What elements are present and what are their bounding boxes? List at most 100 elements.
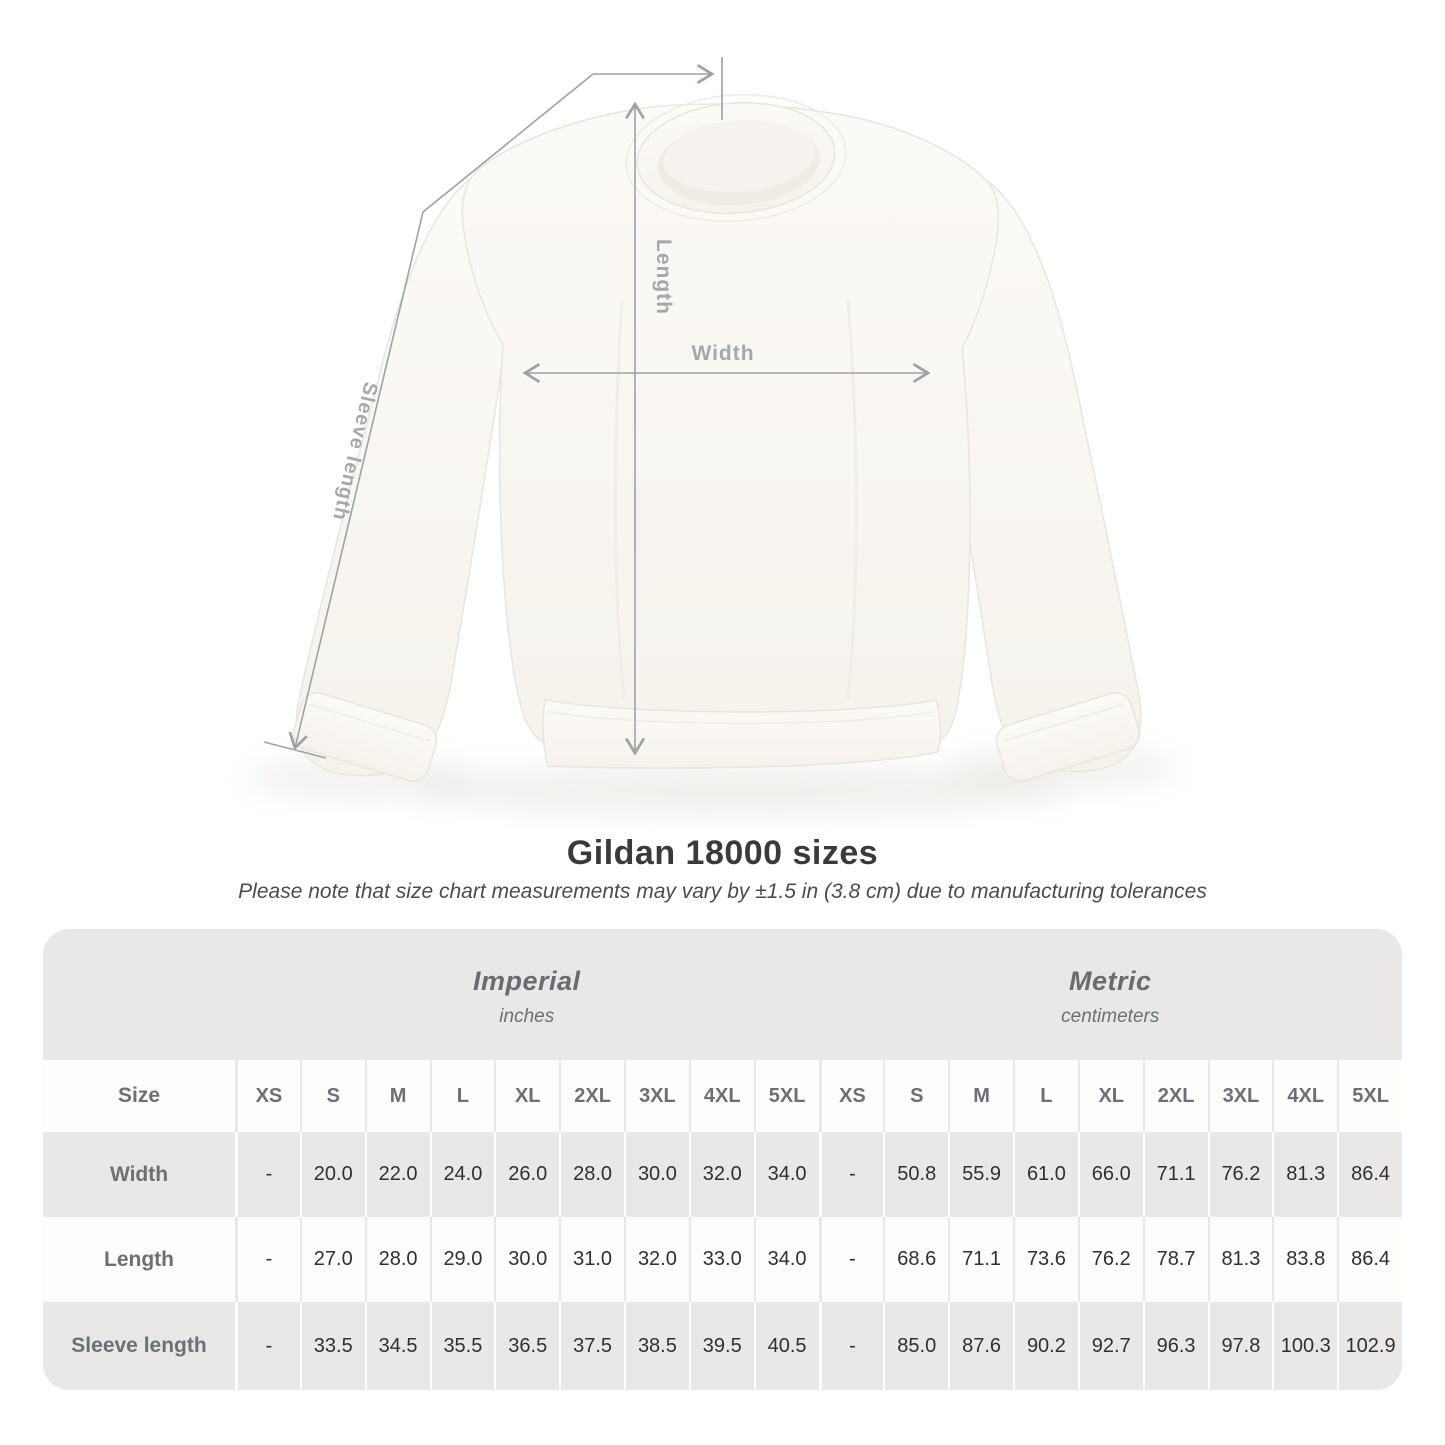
size-value-cell: 87.6 <box>948 1302 1013 1390</box>
size-value-cell: - <box>818 1217 884 1302</box>
size-column-header: XS <box>818 1060 884 1132</box>
size-value-cell: 86.4 <box>1337 1217 1402 1302</box>
unit-system-band: Imperial inches Metric centimeters <box>43 929 1402 1060</box>
size-value-cell: 24.0 <box>429 1132 495 1217</box>
size-column-header: XL <box>494 1060 559 1132</box>
size-value-cell: 78.7 <box>1142 1217 1208 1302</box>
size-value-cell: 20.0 <box>299 1132 365 1217</box>
size-value-cell: 32.0 <box>688 1132 754 1217</box>
size-value-cell: 50.8 <box>883 1132 948 1217</box>
size-value-cell: 76.2 <box>1077 1217 1143 1302</box>
size-value-cell: 37.5 <box>559 1302 624 1390</box>
imperial-unit: inches <box>499 1005 555 1027</box>
size-value-cell: 30.0 <box>494 1217 559 1302</box>
size-value-cell: 33.0 <box>688 1217 754 1302</box>
tolerance-note: Please note that size chart measurements… <box>238 880 1207 903</box>
size-column-header: 4XL <box>688 1060 754 1132</box>
size-column-header: M <box>364 1060 430 1132</box>
size-value-cell: 35.5 <box>429 1302 495 1390</box>
size-value-cell: 55.9 <box>948 1132 1013 1217</box>
left-cuff <box>292 692 438 782</box>
size-column-header: XS <box>235 1060 300 1132</box>
metric-unit: centimeters <box>1061 1005 1160 1027</box>
sweatshirt-illustration <box>292 93 1142 782</box>
size-table: Imperial inches Metric centimeters Size … <box>43 929 1402 1390</box>
size-value-cell: 85.0 <box>883 1302 948 1390</box>
size-value-cell: 81.3 <box>1272 1132 1337 1217</box>
size-column-header: L <box>429 1060 495 1132</box>
size-value-cell: 33.5 <box>299 1302 365 1390</box>
size-value-cell: 26.0 <box>494 1132 559 1217</box>
imperial-title: Imperial <box>472 965 581 996</box>
size-value-cell: 66.0 <box>1077 1132 1143 1217</box>
size-value-cell: 61.0 <box>1013 1132 1078 1217</box>
length-label: Length <box>652 239 675 315</box>
size-value-cell: 27.0 <box>299 1217 365 1302</box>
size-column-header: M <box>948 1060 1013 1132</box>
size-column-header: 5XL <box>1337 1060 1402 1132</box>
size-corner-label: Size <box>117 1084 161 1107</box>
left-sleeve <box>295 174 508 777</box>
size-column-header: 4XL <box>1272 1060 1337 1132</box>
size-value-cell: 71.1 <box>948 1217 1013 1302</box>
size-value-cell: 30.0 <box>624 1132 689 1217</box>
size-value-cell: 40.5 <box>753 1302 819 1390</box>
size-column-header: 5XL <box>753 1060 819 1132</box>
size-value-cell: 34.0 <box>753 1217 819 1302</box>
metric-group-header: Metric centimeters <box>819 929 1403 1060</box>
sleeve-length-measure-line <box>263 73 594 759</box>
size-value-cell: 39.5 <box>688 1302 754 1390</box>
size-column-header: 3XL <box>1207 1060 1273 1132</box>
size-column-header: 3XL <box>624 1060 689 1132</box>
size-value-cell: - <box>818 1132 884 1217</box>
size-value-cell: 71.1 <box>1142 1132 1208 1217</box>
size-diagram-svg: Length Width Sleeve length <box>247 57 1178 816</box>
size-value-cell: 86.4 <box>1337 1132 1402 1217</box>
table-row-width: Width -20.0 22.0 24.0 26.0 28.0 30.0 32.0 34.0-… <box>43 1132 1402 1217</box>
width-label: Width <box>691 342 754 365</box>
size-value-cell: - <box>235 1217 300 1302</box>
size-value-cell: 34.0 <box>753 1132 819 1217</box>
size-value-cell: 36.5 <box>494 1302 559 1390</box>
row-label-width: Width <box>109 1162 169 1186</box>
collar-inner-back <box>663 121 815 193</box>
size-column-header: 2XL <box>1142 1060 1208 1132</box>
size-value-cell: 76.2 <box>1207 1132 1273 1217</box>
table-row-sleeve-length: Sleeve length -33.5 34.5 35.5 36.5 37.5 38.5 3… <box>43 1302 1402 1390</box>
size-column-header: S <box>299 1060 365 1132</box>
size-value-cell: 90.2 <box>1013 1302 1078 1390</box>
page-title: Gildan 18000 sizes <box>566 834 879 872</box>
size-value-cell: 81.3 <box>1207 1217 1273 1302</box>
size-value-cell: - <box>235 1132 300 1217</box>
measurement-annotations <box>263 57 931 759</box>
right-cuff <box>995 692 1141 782</box>
neck-reference-line <box>593 57 723 120</box>
size-column-header: L <box>1013 1060 1078 1132</box>
size-value-cell: - <box>235 1302 300 1390</box>
row-label-sleeve-length: Sleeve length <box>71 1334 207 1357</box>
size-column-header: 2XL <box>559 1060 624 1132</box>
size-value-cell: - <box>818 1302 884 1390</box>
size-value-cell: 34.5 <box>364 1302 430 1390</box>
size-value-cell: 28.0 <box>364 1217 430 1302</box>
size-value-cell: 29.0 <box>429 1217 495 1302</box>
size-value-cell: 28.0 <box>559 1132 624 1217</box>
table-row-length: Length -27.0 28.0 29.0 30.0 31.0 32.0 33.0 34.0… <box>43 1217 1402 1302</box>
size-header-row: Size XS S M L XL 2XL 3XL 4XL 5XL XS S M L XL 2XL 3XL 4XL… <box>43 1060 1402 1132</box>
imperial-group-header: Imperial inches <box>235 929 819 1060</box>
metric-title: Metric <box>1068 965 1152 996</box>
size-column-header: XL <box>1077 1060 1143 1132</box>
size-value-cell: 102.9 <box>1337 1302 1402 1390</box>
size-value-cell: 38.5 <box>624 1302 689 1390</box>
size-value-cell: 83.8 <box>1272 1217 1337 1302</box>
size-value-cell: 92.7 <box>1077 1302 1143 1390</box>
size-value-cell: 68.6 <box>883 1217 948 1302</box>
row-label-length: Length <box>104 1247 174 1271</box>
size-value-cell: 32.0 <box>624 1217 689 1302</box>
size-value-cell: 97.8 <box>1207 1302 1273 1390</box>
size-value-cell: 73.6 <box>1013 1217 1078 1302</box>
size-value-cell: 22.0 <box>364 1132 430 1217</box>
size-column-header: S <box>883 1060 948 1132</box>
size-value-cell: 31.0 <box>559 1217 624 1302</box>
size-value-cell: 96.3 <box>1142 1302 1208 1390</box>
